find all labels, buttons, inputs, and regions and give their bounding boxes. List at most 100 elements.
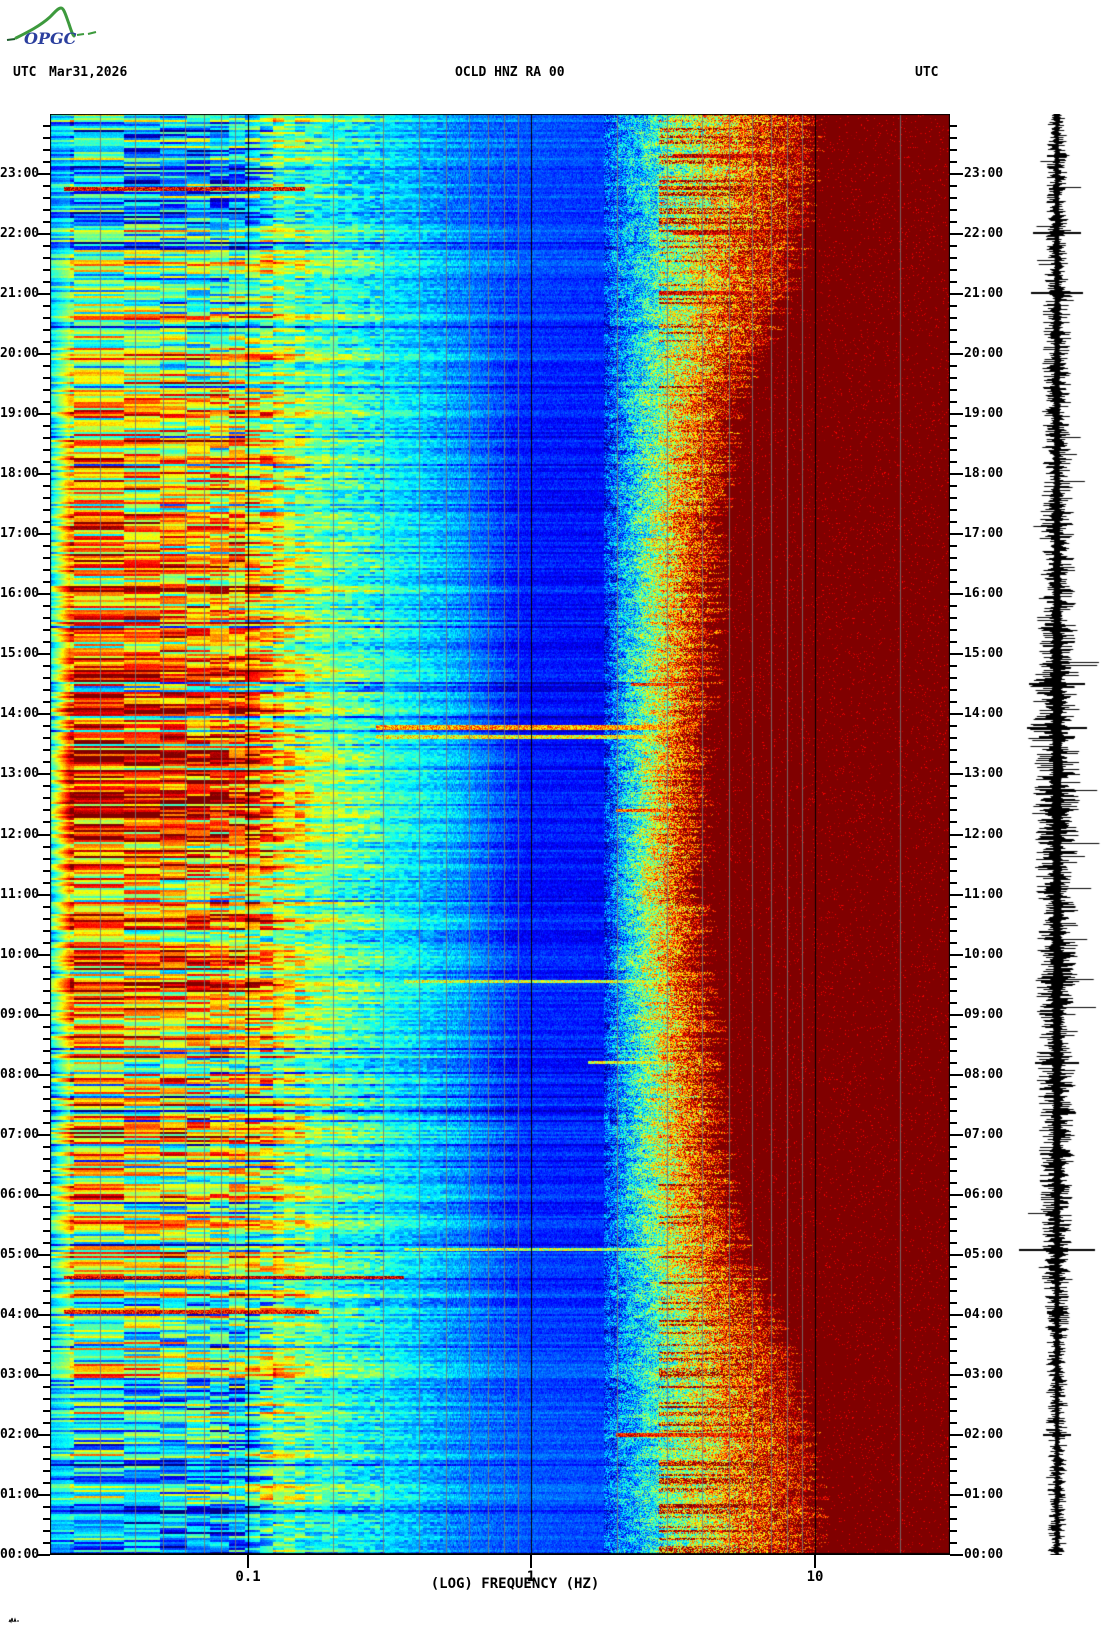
time-label-right: 18:00	[964, 466, 1004, 481]
minor-time-tick	[950, 425, 957, 427]
minor-time-tick	[950, 281, 957, 283]
minor-time-tick	[43, 329, 50, 331]
hour-tick	[950, 653, 963, 655]
time-label-left: 02:00	[0, 1427, 40, 1442]
minor-time-tick	[950, 1290, 957, 1292]
minor-time-tick	[43, 1386, 50, 1388]
minor-time-tick	[43, 966, 50, 968]
minor-time-tick	[43, 858, 50, 860]
time-label-right: 16:00	[964, 586, 1004, 601]
time-label-left: 17:00	[0, 526, 40, 541]
minor-time-tick	[950, 882, 957, 884]
minor-time-tick	[43, 1170, 50, 1172]
frequency-tick-label: 1	[526, 1569, 536, 1585]
minor-time-tick	[950, 1278, 957, 1280]
minor-time-tick	[43, 785, 50, 787]
hour-tick	[950, 954, 963, 956]
minor-time-tick	[950, 185, 957, 187]
minor-time-tick	[950, 1206, 957, 1208]
minor-time-tick	[43, 990, 50, 992]
minor-time-tick	[43, 1146, 50, 1148]
minor-time-tick	[950, 821, 957, 823]
minor-time-tick	[43, 809, 50, 811]
hour-tick	[37, 1014, 50, 1016]
minor-time-tick	[43, 761, 50, 763]
hour-tick	[37, 1194, 50, 1196]
hour-tick	[37, 653, 50, 655]
minor-time-tick	[43, 1002, 50, 1004]
hour-tick	[37, 1074, 50, 1076]
minor-time-tick	[43, 461, 50, 463]
minor-time-tick	[43, 1218, 50, 1220]
minor-time-tick	[43, 149, 50, 151]
minor-time-tick	[43, 1458, 50, 1460]
minor-time-tick	[950, 317, 957, 319]
minor-time-tick	[43, 821, 50, 823]
time-label-right: 11:00	[964, 887, 1004, 902]
time-label-right: 13:00	[964, 766, 1004, 781]
hour-tick	[37, 894, 50, 896]
time-label-right: 19:00	[964, 406, 1004, 421]
minor-time-tick	[43, 665, 50, 667]
minor-time-tick	[950, 521, 957, 523]
minor-time-tick	[43, 1542, 50, 1544]
hour-tick	[37, 1494, 50, 1496]
minor-time-tick	[950, 1266, 957, 1268]
time-label-right: 00:00	[964, 1547, 1004, 1562]
minor-time-tick	[43, 1290, 50, 1292]
minor-time-tick	[950, 461, 957, 463]
minor-time-tick	[43, 569, 50, 571]
minor-time-tick	[43, 978, 50, 980]
hour-tick	[950, 894, 963, 896]
minor-time-tick	[43, 689, 50, 691]
utc-label-right: UTC	[915, 65, 939, 80]
minor-time-tick	[43, 1362, 50, 1364]
hour-tick	[950, 1554, 963, 1556]
minor-time-tick	[950, 1026, 957, 1028]
minor-time-tick	[950, 449, 957, 451]
time-label-left: 08:00	[0, 1067, 40, 1082]
minor-time-tick	[43, 737, 50, 739]
minor-time-tick	[950, 1362, 957, 1364]
time-label-left: 11:00	[0, 887, 40, 902]
spectrogram-canvas	[50, 114, 950, 1555]
minor-time-tick	[950, 1350, 957, 1352]
hour-tick	[37, 1254, 50, 1256]
minor-time-tick	[43, 1230, 50, 1232]
minor-time-tick	[950, 1506, 957, 1508]
minor-time-tick	[950, 377, 957, 379]
time-label-left: 09:00	[0, 1007, 40, 1022]
minor-time-tick	[43, 1266, 50, 1268]
time-label-left: 23:00	[0, 166, 40, 181]
hour-tick	[950, 1014, 963, 1016]
minor-time-tick	[43, 1302, 50, 1304]
time-label-right: 04:00	[964, 1307, 1004, 1322]
hour-tick	[37, 473, 50, 475]
minor-time-tick	[43, 269, 50, 271]
minor-time-tick	[950, 1302, 957, 1304]
time-label-right: 10:00	[964, 947, 1004, 962]
minor-time-tick	[43, 485, 50, 487]
minor-time-tick	[43, 930, 50, 932]
hour-tick	[950, 834, 963, 836]
minor-time-tick	[43, 557, 50, 559]
minor-time-tick	[950, 906, 957, 908]
minor-time-tick	[950, 1218, 957, 1220]
minor-time-tick	[950, 797, 957, 799]
minor-time-tick	[950, 1242, 957, 1244]
minor-time-tick	[43, 906, 50, 908]
minor-time-tick	[43, 497, 50, 499]
minor-time-tick	[950, 257, 957, 259]
time-label-right: 22:00	[964, 226, 1004, 241]
minor-time-tick	[950, 1386, 957, 1388]
hour-tick	[950, 1494, 963, 1496]
minor-time-tick	[950, 437, 957, 439]
hour-tick	[37, 413, 50, 415]
minor-time-tick	[43, 1098, 50, 1100]
minor-time-tick	[950, 701, 957, 703]
minor-time-tick	[950, 497, 957, 499]
minor-time-tick	[43, 1182, 50, 1184]
minor-time-tick	[950, 149, 957, 151]
minor-time-tick	[950, 125, 957, 127]
minor-time-tick	[950, 1482, 957, 1484]
